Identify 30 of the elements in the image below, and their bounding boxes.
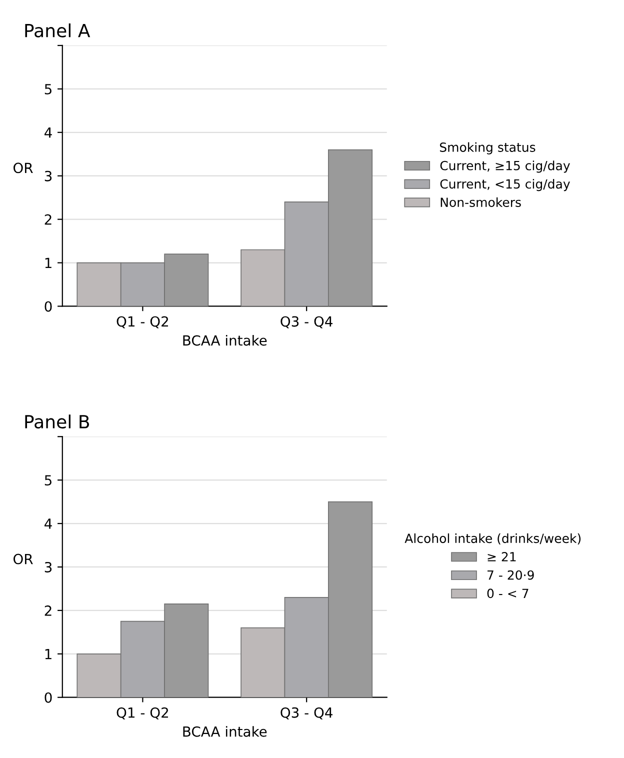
x-axis-title: BCAA intake	[183, 726, 267, 737]
y-tick-label: 5	[44, 84, 52, 94]
legend-title: Alcohol intake (drinks/week)	[404, 533, 581, 545]
y-tick-label: 0	[44, 301, 52, 312]
x-tick-label: Q3 - Q4	[280, 707, 332, 720]
y-tick-label: 3	[44, 562, 52, 572]
y-tick-label: 4	[44, 128, 52, 138]
y-tick-label: 1	[45, 649, 52, 660]
legend-label: 7 - 20·9	[488, 570, 534, 580]
y-tick-label: 2	[44, 605, 52, 616]
y-tick-label: 0	[44, 692, 52, 703]
legend-label: 0 - < 7	[487, 588, 528, 598]
y-axis-title: OR	[13, 554, 33, 564]
legend-title: Smoking status	[440, 142, 536, 154]
y-tick-label: 5	[44, 475, 52, 486]
legend-label: Non-smokers	[440, 197, 521, 208]
y-tick-label: 3	[44, 170, 52, 182]
legend-label: Current, <15 cig/day	[440, 178, 570, 192]
chart-title: Panel A	[25, 23, 90, 38]
legend-label: ≥ 21	[488, 552, 516, 562]
y-tick-label: 4	[44, 518, 52, 529]
y-tick-label: 1	[45, 258, 52, 268]
x-tick-label: Q1 - Q2	[116, 707, 168, 720]
x-tick-label: Q1 - Q2	[116, 316, 168, 328]
chart-title: Panel B	[25, 414, 90, 429]
y-axis-title: OR	[13, 162, 33, 174]
legend-label: Current, ≥15 cig/day	[440, 160, 570, 173]
x-axis-title: BCAA intake	[183, 334, 267, 346]
x-tick-label: Q3 - Q4	[280, 316, 332, 328]
y-tick-label: 2	[44, 214, 52, 225]
